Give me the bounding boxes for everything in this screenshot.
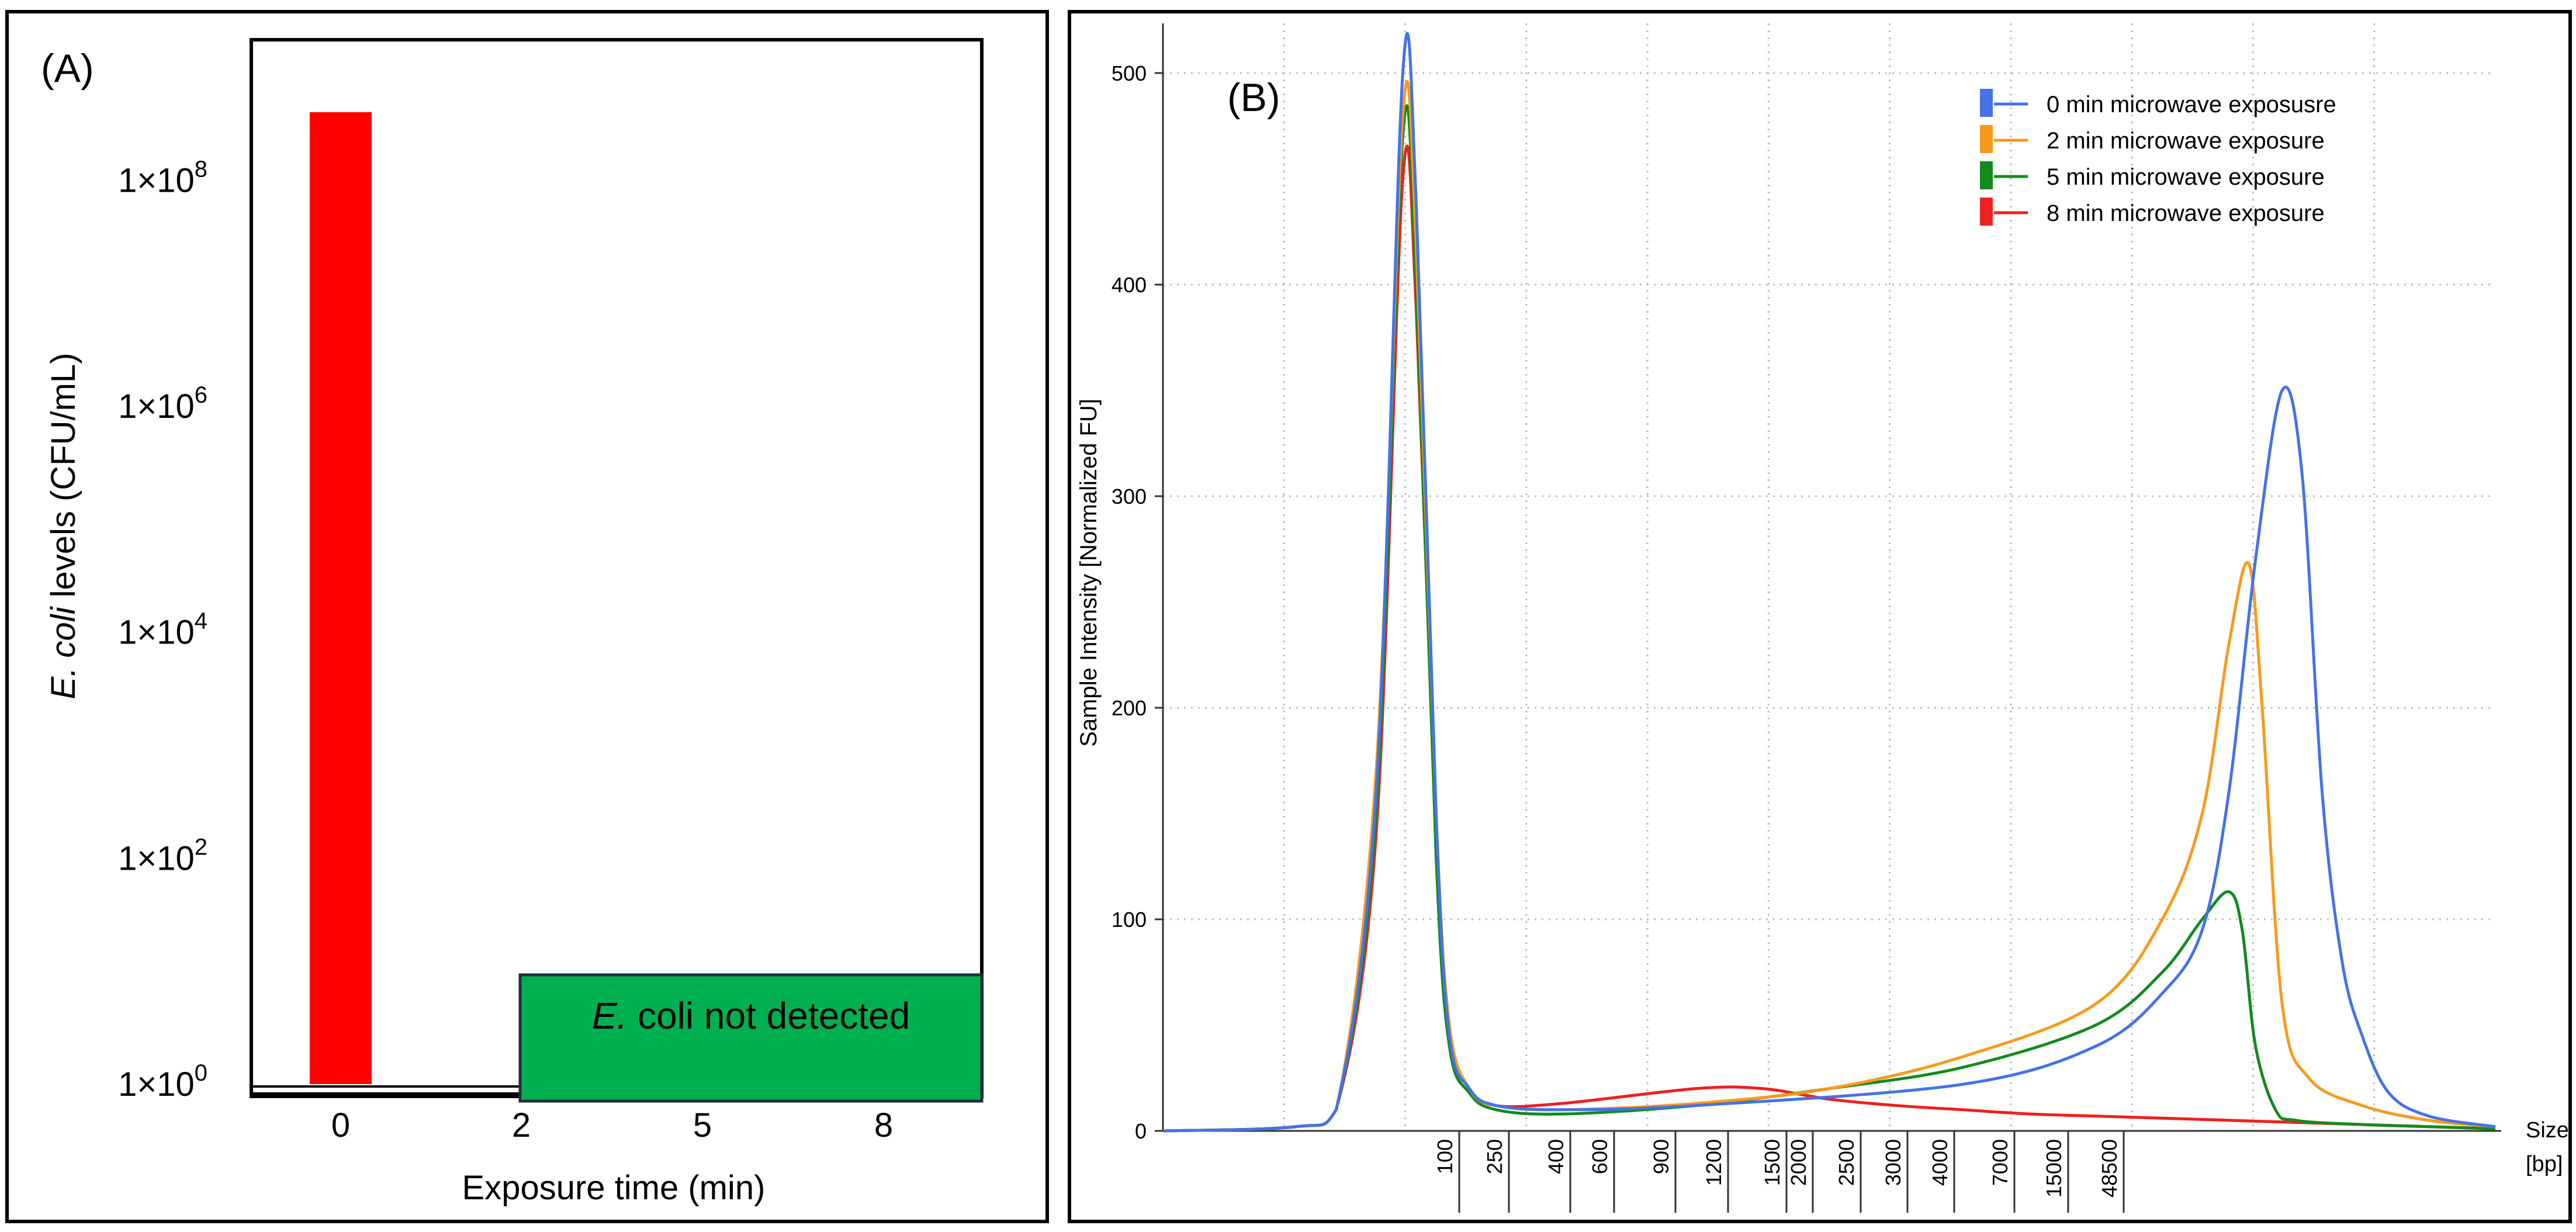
panel-b-x-axis-title: Size: [2526, 1118, 2569, 1143]
panel-a-x-tick-label: 5: [693, 1106, 712, 1144]
panel-b-series-line: [1162, 144, 2496, 1133]
panel-a-annotation-text: E. coli not detected: [592, 995, 910, 1037]
panel-a-frame: [5, 10, 1049, 1223]
panel-b-x-tick-label: 48500: [2097, 1139, 2121, 1198]
panel-b-legend-swatch: [1980, 89, 1993, 117]
panel-a-y-tick-exponent: 6: [195, 382, 207, 408]
panel-b-label: (B): [1227, 75, 1280, 120]
panel-a-plot-area: [250, 38, 984, 1098]
panel-a-bars: [251, 112, 520, 1095]
panel-b-y-tick-label: 100: [1112, 908, 1147, 932]
panel-b-y-tick-label: 0: [1135, 1119, 1147, 1143]
panel-a-y-tick-label: 1×106: [118, 382, 207, 425]
panel-a-x-tick-label: 8: [874, 1106, 893, 1144]
panel-b-x-tick-label: 1200: [1702, 1139, 1726, 1186]
panel-a-y-axis-title: E. coli levels (CFU/mL): [44, 353, 82, 700]
panel-a-y-tick-exponent: 2: [195, 834, 207, 860]
panel-a-x-tick-label: 2: [512, 1106, 531, 1144]
panel-b-x-axis-unit: [bp]: [2526, 1152, 2563, 1176]
panel-b-x-tick-label: 2000: [1786, 1139, 1810, 1186]
panel-b-frame: [1068, 10, 2572, 1223]
panel-b-y-ticks: 0 100 200 300 400 500: [1112, 61, 1163, 1143]
panel-a-annotation-rest: coli not detected: [627, 995, 910, 1037]
panel-b-legend-label: 2 min microwave exposure: [2047, 128, 2325, 154]
panel-b-legend-swatch: [1980, 161, 1993, 189]
panel-b-x-ticks: 100 250 400 600 900 1200 1500 2000 2500 3000 4000 7…: [1433, 1131, 2125, 1213]
panel-b-y-tick-label: 500: [1112, 61, 1147, 85]
panel-b-x-tick-label: 250: [1483, 1139, 1507, 1174]
panel-a-y-tick-label: 1×102: [118, 834, 207, 877]
panel-a-y-tick-label: 1×100: [118, 1060, 207, 1103]
panel-b-x-tick-label: 2500: [1834, 1139, 1858, 1186]
panel-a-bar: [310, 112, 372, 1085]
panel-b-x-tick-label: 100: [1433, 1139, 1457, 1174]
panel-a-y-axis-title-rest: levels (CFU/mL): [44, 353, 82, 607]
panel-a-x-tick-label: 0: [331, 1106, 350, 1144]
panel-b-legend-label: 0 min microwave exposusre: [2047, 92, 2336, 117]
panel-a-y-tick-base: 1×10: [118, 161, 195, 199]
panel-b-x-tick-label: 4000: [1928, 1139, 1952, 1186]
panel-b-grid: [1163, 23, 2495, 1131]
panel-a-y-tick-base: 1×10: [118, 839, 195, 877]
panel-a-annotation-italic: E.: [592, 995, 627, 1037]
panel-b-legend-label: 5 min microwave exposure: [2047, 164, 2325, 190]
panel-a-y-tick-base: 1×10: [118, 387, 195, 425]
panel-a-annotation-box: [518, 973, 984, 1103]
panel-b-x-tick-label: 900: [1649, 1139, 1673, 1174]
panel-b-series: [1162, 32, 2496, 1133]
panel-b-x-tick-label: 15000: [2042, 1139, 2066, 1198]
panel-b-x-tick-label: 600: [1588, 1139, 1612, 1174]
panel-a-y-tick-exponent: 8: [195, 156, 207, 182]
panel-b-x-tick-label: 3000: [1881, 1139, 1905, 1186]
panel-b-y-tick-label: 300: [1112, 485, 1147, 508]
panel-b-y-axis-title: Sample Intensity [Normalized FU]: [1076, 399, 1102, 747]
panel-b-axes: [1162, 23, 2501, 1132]
panel-b-x-tick-label: 1500: [1760, 1139, 1784, 1186]
panel-b-x-tick-label: 400: [1544, 1139, 1568, 1174]
panel-b-x-tick-label: 7000: [1988, 1139, 2012, 1186]
panel-a-annotation: E. coli not detected: [518, 973, 984, 1103]
panel-a-y-tick-base: 1×10: [118, 1065, 195, 1103]
panel-b-series-line: [1162, 32, 2496, 1133]
panel-a-y-tick-exponent: 0: [195, 1060, 207, 1086]
panel-b-legend-swatch: [1980, 125, 1993, 153]
panel-a-y-tick-exponent: 4: [195, 608, 207, 634]
panel-b-legend-label: 8 min microwave exposure: [2047, 200, 2325, 226]
panel-b-y-tick-label: 400: [1112, 273, 1147, 297]
panel-a-x-ticks: 0 2 5 8: [331, 1106, 893, 1144]
panel-b-legend: 0 min microwave exposusre 2 min microwave…: [1980, 89, 2336, 226]
panel-b-y-tick-label: 200: [1112, 696, 1147, 720]
panel-b-legend-swatch: [1980, 198, 1993, 226]
panel-a-y-tick-label: 1×104: [118, 608, 207, 652]
panel-a-label: (A): [41, 46, 94, 91]
panel-a-y-tick-label: 1×108: [118, 156, 207, 199]
panel-a-y-axis-title-italic: E. coli: [44, 605, 82, 699]
panel-a-y-tick-base: 1×10: [118, 614, 195, 652]
panel-a-x-axis-title: Exposure time (min): [462, 1169, 766, 1207]
